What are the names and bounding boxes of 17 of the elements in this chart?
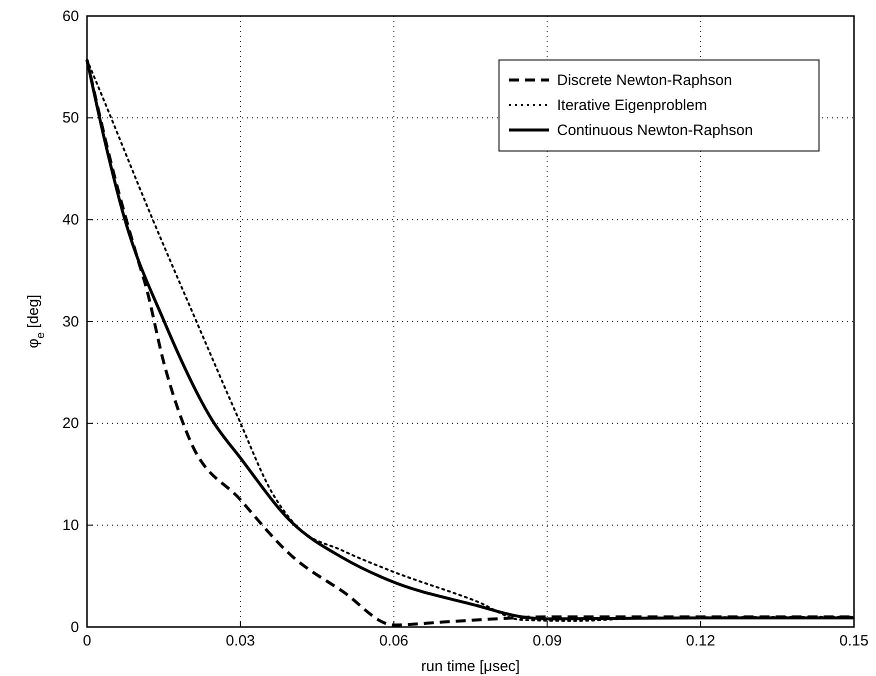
x-tick-label: 0: [82, 632, 92, 650]
y-tick-label: 10: [62, 516, 79, 534]
x-tick-label: 0.12: [686, 632, 716, 650]
y-tick-label: 0: [70, 618, 79, 636]
y-tick-label: 60: [62, 8, 79, 25]
legend-label: Continuous Newton-Raphson: [557, 122, 753, 139]
legend-label: Iterative Eigenproblem: [557, 97, 708, 114]
x-tick-label: 0.06: [379, 632, 408, 650]
legend-label: Discrete Newton-Raphson: [557, 72, 732, 89]
x-tick-label: 0.09: [532, 632, 562, 650]
x-tick-label: 0.03: [226, 632, 255, 650]
y-tick-label: 50: [62, 110, 79, 127]
x-axis-title: run time [μsec]: [421, 658, 520, 675]
x-tick-label: 0.15: [839, 632, 869, 650]
y-tick-label: 40: [62, 211, 79, 228]
y-tick-label: 30: [62, 313, 79, 330]
y-tick-label: 20: [62, 415, 79, 432]
